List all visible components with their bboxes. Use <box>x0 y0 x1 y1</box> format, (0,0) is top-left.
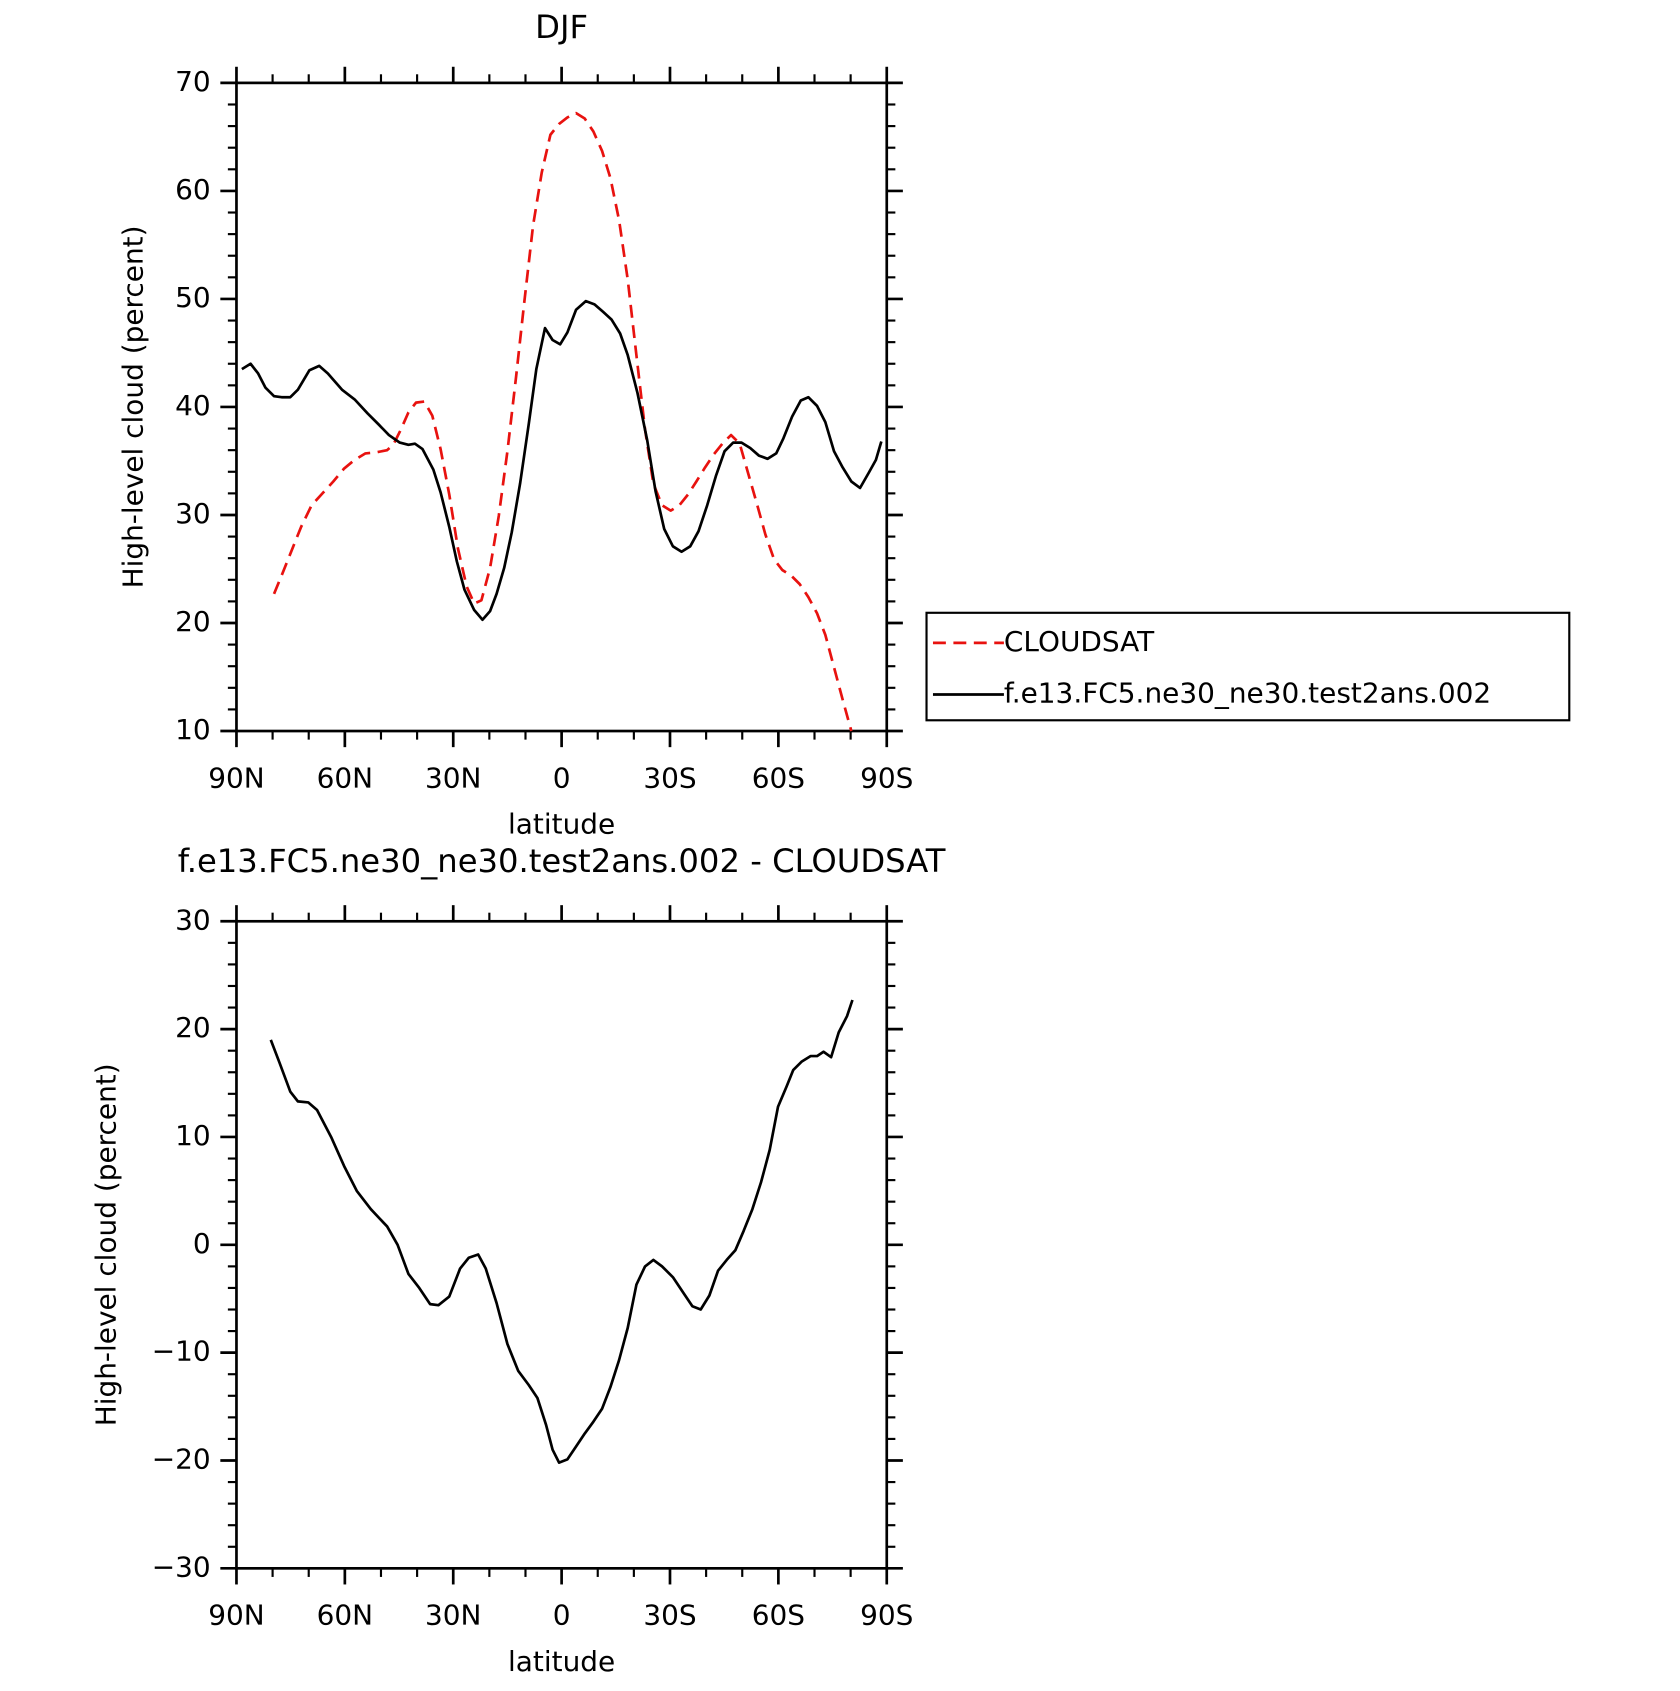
plot-frame <box>235 81 889 733</box>
series-line <box>272 111 853 732</box>
x-axis-label: latitude <box>508 808 615 841</box>
y-axis-label: High-level cloud (percent) <box>89 1063 122 1426</box>
y-tick-label: 40 <box>175 389 211 422</box>
y-tick-label: −30 <box>152 1550 211 1583</box>
x-axis-label: latitude <box>508 1645 615 1678</box>
y-tick-label: −20 <box>152 1442 211 1475</box>
x-tick-label: 30S <box>643 1599 696 1632</box>
x-tick-label: 30S <box>643 761 696 794</box>
x-tick-label: 0 <box>553 1599 571 1632</box>
legend-label: f.e13.FC5.ne30_ne30.test2ans.002 <box>1004 676 1491 709</box>
series-line <box>269 999 854 1464</box>
x-tick-label: 30N <box>425 761 481 794</box>
y-tick-label: 10 <box>175 713 211 746</box>
y-tick-label: 20 <box>175 605 211 638</box>
x-tick-label: 60N <box>317 761 373 794</box>
chart-title: f.e13.FC5.ne30_ne30.test2ans.002 - CLOUD… <box>178 842 946 880</box>
y-tick-label: 70 <box>175 65 211 98</box>
chart-title: DJF <box>535 8 588 46</box>
x-tick-label: 60S <box>752 1599 805 1632</box>
y-tick-label: 60 <box>175 173 211 206</box>
x-tick-label: 0 <box>553 761 571 794</box>
y-tick-label: 0 <box>193 1227 211 1260</box>
x-tick-label: 30N <box>425 1599 481 1632</box>
legend-box <box>925 611 1571 722</box>
legend-label: CLOUDSAT <box>1004 625 1155 658</box>
series-line <box>241 299 883 622</box>
y-tick-label: 20 <box>175 1011 211 1044</box>
y-tick-label: −10 <box>152 1335 211 1368</box>
y-tick-label: 30 <box>175 903 211 936</box>
x-tick-label: 90N <box>208 761 264 794</box>
y-tick-label: 50 <box>175 281 211 314</box>
x-tick-label: 60S <box>752 761 805 794</box>
x-tick-label: 90S <box>860 761 913 794</box>
y-tick-label: 10 <box>175 1119 211 1152</box>
y-axis-label: High-level cloud (percent) <box>116 225 149 588</box>
x-tick-label: 90S <box>860 1599 913 1632</box>
y-tick-label: 30 <box>175 497 211 530</box>
x-tick-label: 60N <box>317 1599 373 1632</box>
x-tick-label: 90N <box>208 1599 264 1632</box>
plot-frame <box>235 919 889 1570</box>
